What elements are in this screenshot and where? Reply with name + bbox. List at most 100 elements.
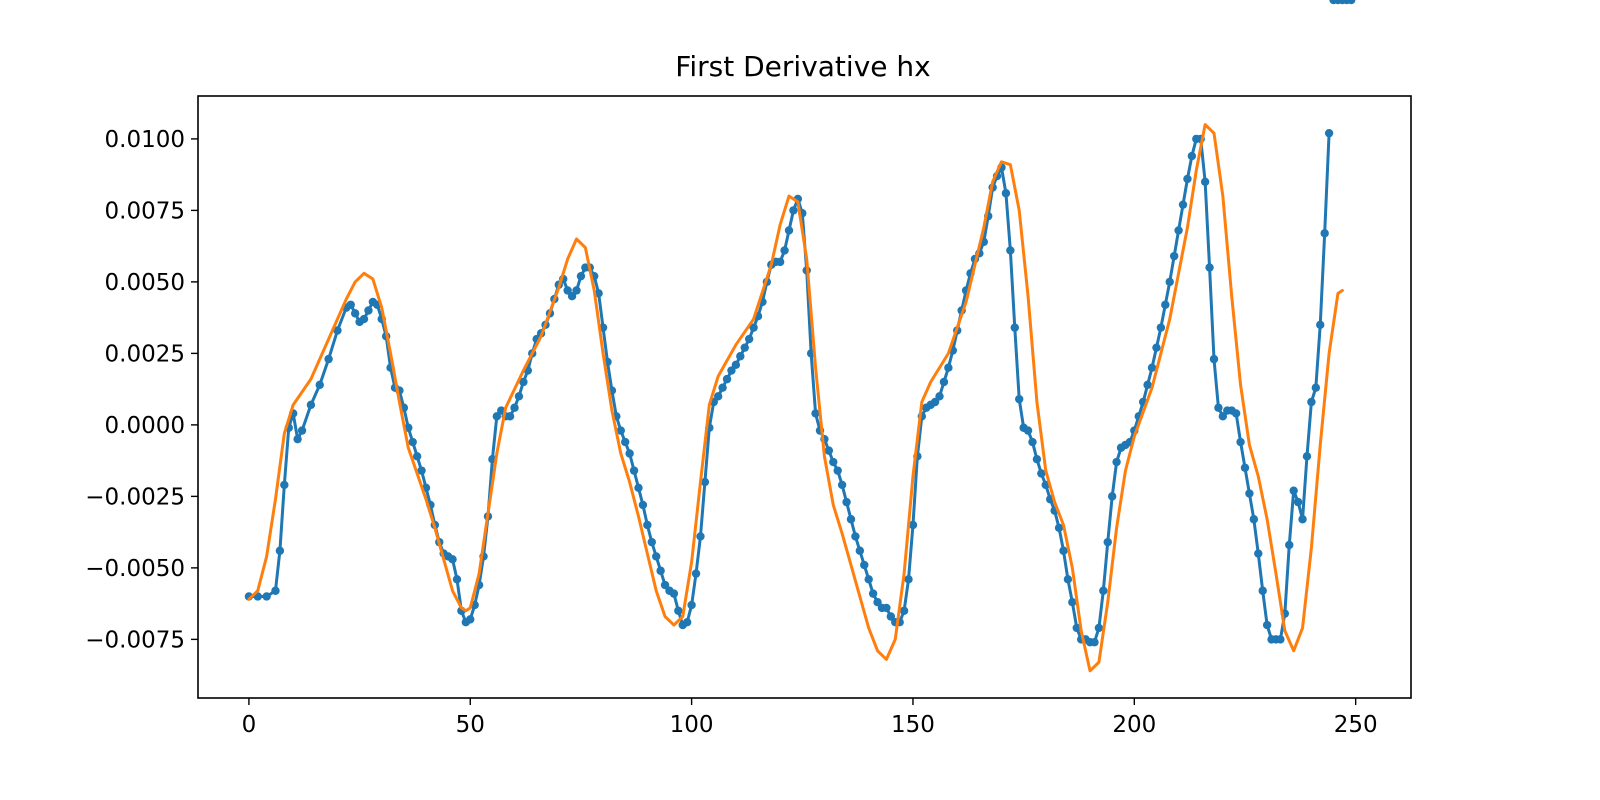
data-point [576,271,586,281]
data-point [855,546,865,555]
data-point [1187,151,1197,161]
data-point [1174,226,1183,235]
plot-series [244,0,1356,673]
data-point [1037,469,1046,478]
data-point [1347,0,1356,5]
data-point [864,575,873,584]
data-point [1205,263,1214,272]
data-point [350,309,360,318]
y-tick-label: −0.0075 [85,627,185,653]
data-point [519,377,528,387]
data-point [567,291,577,301]
data-point [696,532,705,541]
data-point [1262,620,1272,630]
data-point [1032,455,1042,464]
data-point [1276,635,1285,644]
data-point [448,555,457,564]
data-point [1249,515,1259,524]
data-point [616,426,625,435]
data-point [629,466,639,475]
data-point [1289,486,1298,495]
data-point [1298,515,1307,524]
data-point [417,466,426,475]
data-point [930,397,940,407]
data-point [944,363,953,372]
data-point [652,552,661,561]
data-point [811,409,820,418]
data-point [275,546,285,555]
data-point [1112,457,1121,467]
data-point [935,392,944,401]
data-point [1258,586,1267,595]
data-point [749,323,758,332]
data-point [1054,523,1064,533]
data-point [315,380,324,390]
data-point [510,403,519,412]
data-point [1103,537,1112,547]
data-point [1059,546,1068,555]
data-point [647,537,656,547]
data-point [1285,540,1294,550]
data-point [660,580,670,590]
data-point [621,437,630,447]
data-point [740,343,749,352]
data-point [1178,200,1188,209]
data-point [744,334,754,344]
x-axis: 0 50 100 150 200 250 [242,698,1378,738]
data-point [1307,397,1316,407]
data-point [1293,497,1303,507]
data-point [359,314,369,324]
data-point [271,586,280,595]
data-point [1090,638,1099,647]
data-point [625,449,634,458]
data-point [293,434,302,444]
data-point [1240,463,1250,472]
data-point [1231,409,1241,418]
data-point [860,560,869,570]
data-point [280,480,289,490]
data-point [1147,363,1157,372]
data-point [324,354,333,364]
data-point [1320,229,1329,238]
data-point [1072,623,1081,633]
series-line-fit [247,123,1344,673]
data-point [505,412,515,421]
x-tick-label: 150 [891,712,935,738]
data-point [1143,380,1152,390]
data-point [1068,597,1077,607]
data-point [784,226,794,235]
x-tick-label: 0 [242,712,257,738]
data-point [333,326,342,335]
y-tick-label: 0.0075 [105,198,185,224]
y-tick-label: −0.0050 [85,556,185,582]
data-point [722,374,732,384]
x-tick-label: 50 [456,712,485,738]
data-point [1311,383,1321,392]
y-tick-label: −0.0025 [85,484,185,510]
data-point [837,480,847,490]
data-point [682,618,692,627]
data-point [1218,412,1228,421]
data-point [1302,452,1312,461]
data-point [1099,586,1108,595]
data-point [868,589,878,598]
data-point [731,360,741,370]
data-point [634,483,643,492]
data-point [873,597,882,607]
data-point [452,575,462,584]
data-point [700,477,710,487]
data-point [1200,177,1210,186]
y-axis: −0.0075 −0.0050 −0.0025 0.0000 0.0025 0.0050 0… [85,127,198,653]
data-point [908,520,918,530]
data-point [656,566,665,575]
data-point [833,466,842,475]
data-point [364,306,373,315]
data-point [1063,575,1073,584]
data-point [691,569,701,578]
data-point [412,452,422,461]
data-point [1183,174,1192,184]
y-tick-label: 0.0050 [105,270,185,296]
data-point [1254,549,1263,558]
data-point [1324,128,1334,138]
